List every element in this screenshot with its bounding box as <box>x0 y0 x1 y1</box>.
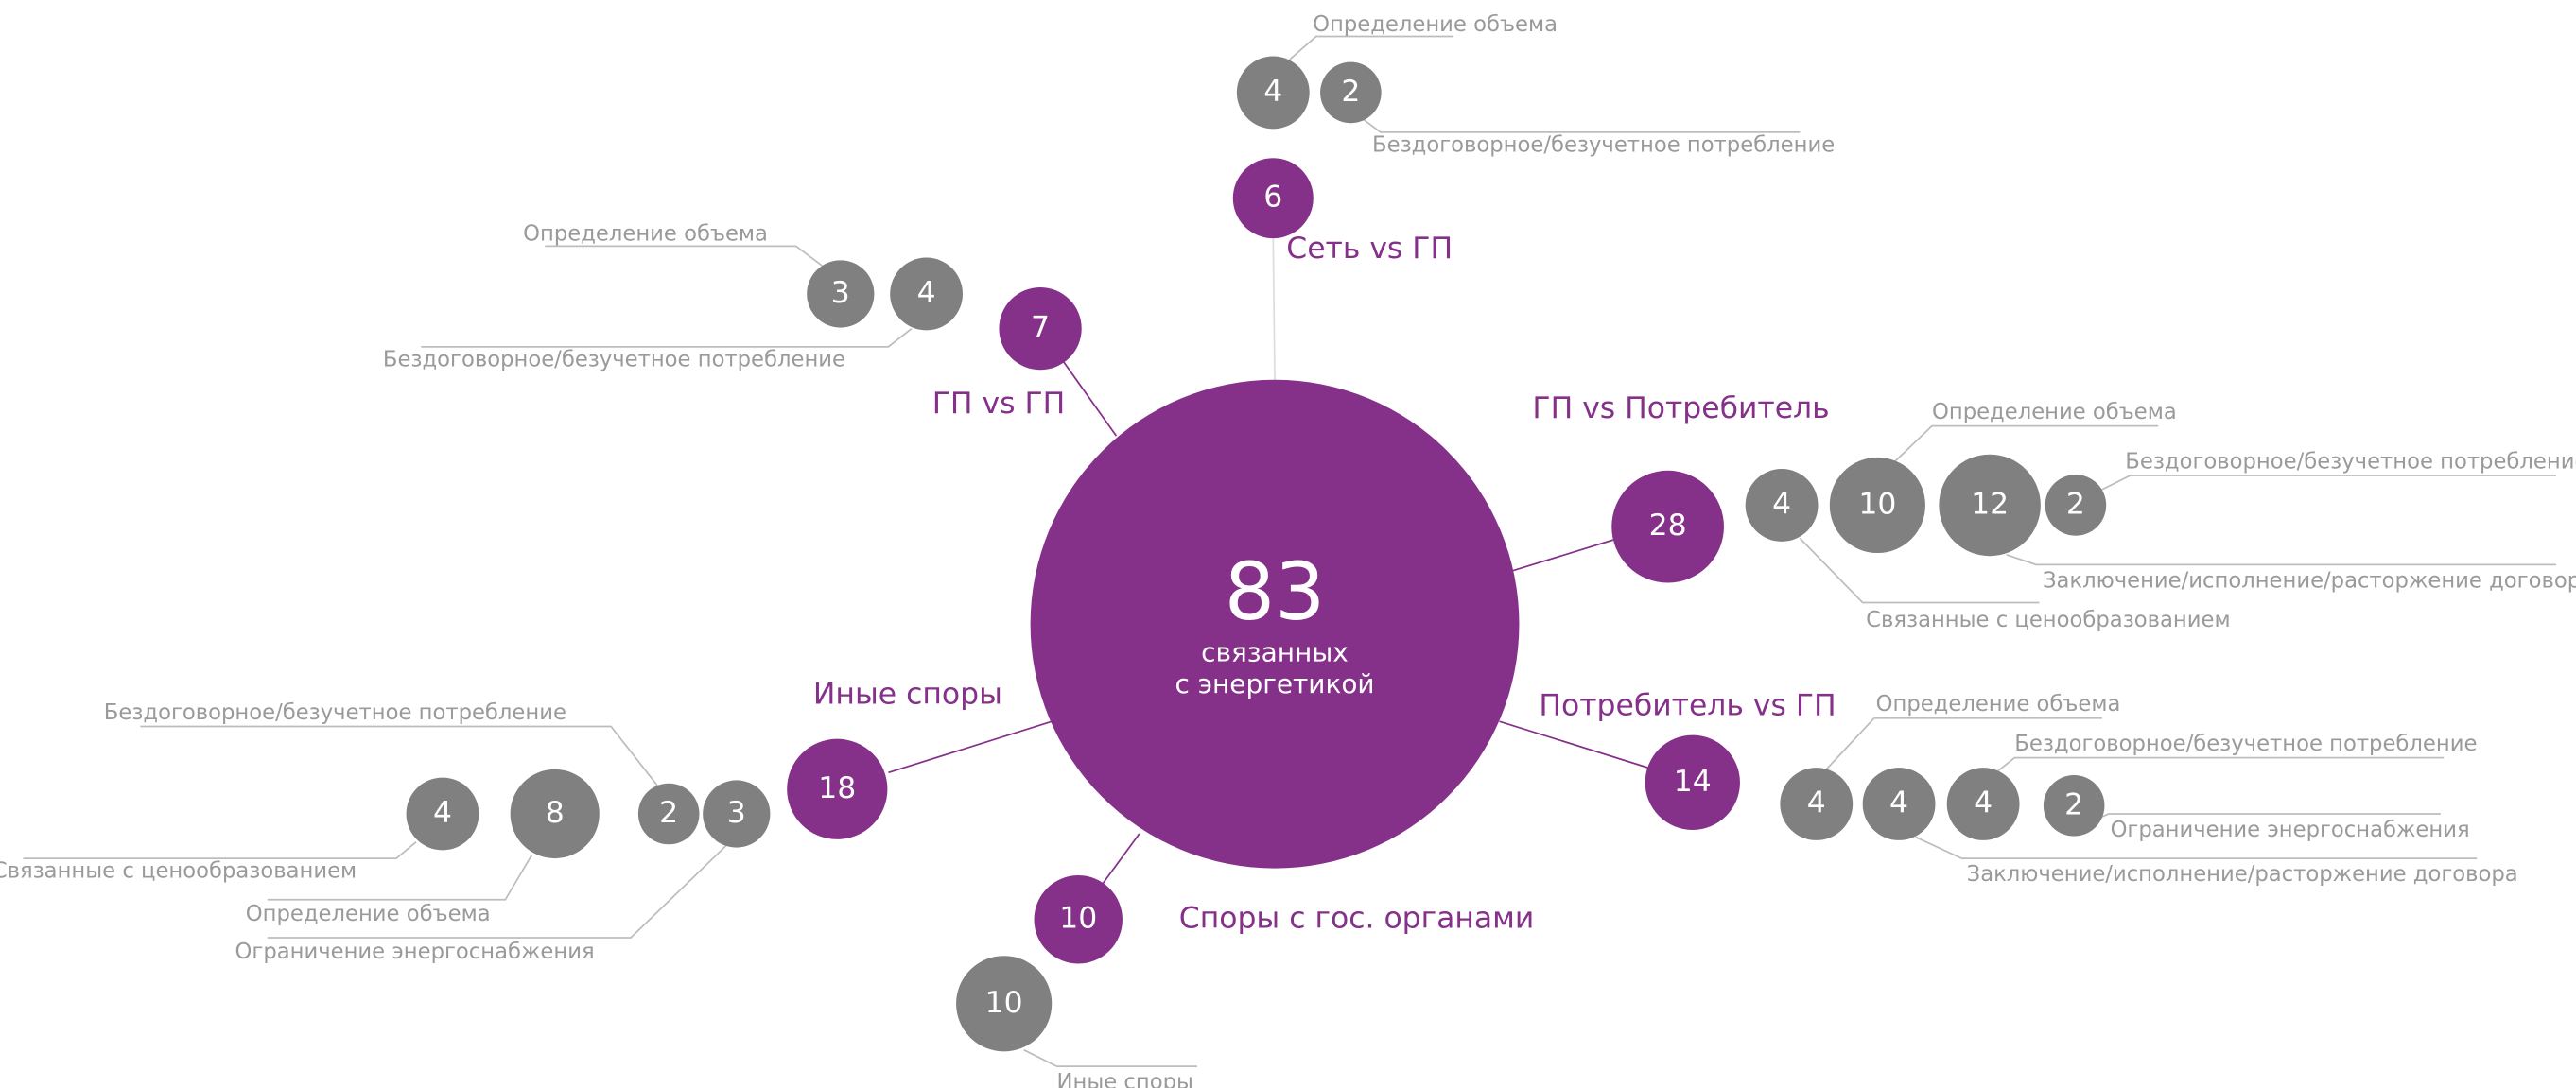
leader-line <box>1023 1048 1197 1068</box>
item-label: Бездоговорное/безучетное потребление <box>383 347 845 371</box>
item-value: 2 <box>1341 75 1360 109</box>
link <box>1499 720 1648 769</box>
branch-value: 6 <box>1263 181 1282 215</box>
link <box>888 720 1053 774</box>
item-value: 4 <box>1889 786 1908 820</box>
item-bubble <box>703 780 771 848</box>
leader-line <box>1825 717 2102 770</box>
leader-line <box>1915 836 2478 860</box>
item-value: 10 <box>985 986 1023 1020</box>
item-value: 4 <box>433 796 452 830</box>
item-value: 4 <box>917 276 936 310</box>
leader-line <box>545 245 824 267</box>
item-label: Определение объема <box>1932 400 2177 424</box>
item-bubble <box>1862 768 1936 840</box>
center-label: с энергетикой <box>1175 668 1374 699</box>
item-bubble <box>1745 469 1819 542</box>
item-bubble <box>1320 61 1382 124</box>
center-value: 83 <box>1225 545 1326 638</box>
item-bubble <box>1829 457 1925 554</box>
branch-value: 18 <box>818 771 856 805</box>
item-bubble <box>2045 475 2107 536</box>
leader-line <box>267 844 727 939</box>
item-value: 4 <box>1807 786 1826 820</box>
item-value: 12 <box>1971 487 2009 521</box>
link <box>1510 539 1614 573</box>
link <box>1272 237 1276 380</box>
item-bubble <box>807 260 875 328</box>
branch-title: ГП vs ГП <box>932 387 1066 421</box>
branch-bubble <box>1034 875 1123 964</box>
item-value: 2 <box>2066 487 2085 521</box>
item-label: Бездоговорное/безучетное потребление <box>2014 732 2477 756</box>
branch-bubble <box>1232 158 1314 239</box>
item-label: Бездоговорное/безучетное потребление <box>104 700 566 725</box>
link <box>1062 361 1118 437</box>
item-value: 10 <box>1858 487 1896 521</box>
item-label: Заключение/исполнение/расторжение догово… <box>1967 862 2518 887</box>
item-bubble <box>1236 56 1310 130</box>
item-label: Связанные с ценообразованием <box>1866 608 2230 632</box>
branch-title: ГП vs Потребитель <box>1532 391 1829 425</box>
item-bubble <box>637 783 700 845</box>
branch-title: Потребитель vs ГП <box>1539 688 1836 722</box>
branch-bubble <box>1645 734 1740 830</box>
leader-line <box>1997 756 2445 772</box>
branch-bubble <box>1611 470 1724 583</box>
leader-line <box>1360 116 1801 133</box>
item-value: 3 <box>831 276 850 310</box>
leader-line <box>1893 424 2159 463</box>
item-label: Определение объема <box>1876 692 2121 717</box>
center-bubble <box>1030 379 1520 869</box>
item-label: Определение объема <box>1313 12 1558 37</box>
leader-line <box>140 725 660 788</box>
item-label: Связанные с ценообразованием <box>0 859 357 884</box>
branch-value: 28 <box>1649 509 1687 543</box>
leader-line <box>267 855 533 901</box>
item-value: 4 <box>1772 487 1791 521</box>
item-value: 2 <box>659 796 678 830</box>
item-value: 4 <box>1974 786 1993 820</box>
center-label: связанных <box>1201 637 1349 668</box>
branch-value: 7 <box>1031 311 1050 345</box>
item-value: 3 <box>727 796 746 830</box>
item-bubble <box>1780 768 1854 840</box>
item-bubble <box>1946 768 2020 840</box>
branch-value: 14 <box>1674 765 1712 799</box>
leader-line <box>2097 475 2557 493</box>
item-bubble <box>406 777 479 851</box>
item-bubble <box>1939 454 2041 557</box>
item-label: Бездоговорное/безучетное потребление <box>1372 132 1835 157</box>
leader-line <box>2006 554 2557 566</box>
item-label: Ограничение энергоснабжения <box>235 940 595 964</box>
item-bubble <box>890 257 964 331</box>
branch-value: 10 <box>1059 902 1097 936</box>
branch-title: Сеть vs ГП <box>1286 232 1453 266</box>
item-label: Определение объема <box>246 902 491 926</box>
branch-bubble <box>999 286 1082 371</box>
item-bubble <box>2043 774 2105 837</box>
branch-title: Иные споры <box>813 677 1002 711</box>
item-label: Бездоговорное/безучетное потребление <box>2125 450 2576 475</box>
item-label: Определение объема <box>523 222 768 247</box>
item-label: Заключение/исполнение/расторжение догово… <box>2043 568 2576 593</box>
leader-line <box>421 327 913 348</box>
leader-line <box>1289 35 1453 60</box>
item-bubble <box>510 769 600 859</box>
branch-title: Споры с гос. органами <box>1179 902 1535 936</box>
item-value: 4 <box>1263 75 1282 109</box>
leader-line <box>23 841 417 860</box>
item-value: 8 <box>546 796 565 830</box>
leader-line <box>1799 537 2040 604</box>
branch-bubble <box>787 738 888 839</box>
link <box>1102 833 1140 884</box>
item-label: Иные споры <box>1057 1070 1193 1088</box>
item-label: Ограничение энергоснабжения <box>2111 818 2470 842</box>
item-value: 2 <box>2064 787 2083 821</box>
item-bubble <box>956 956 1053 1052</box>
